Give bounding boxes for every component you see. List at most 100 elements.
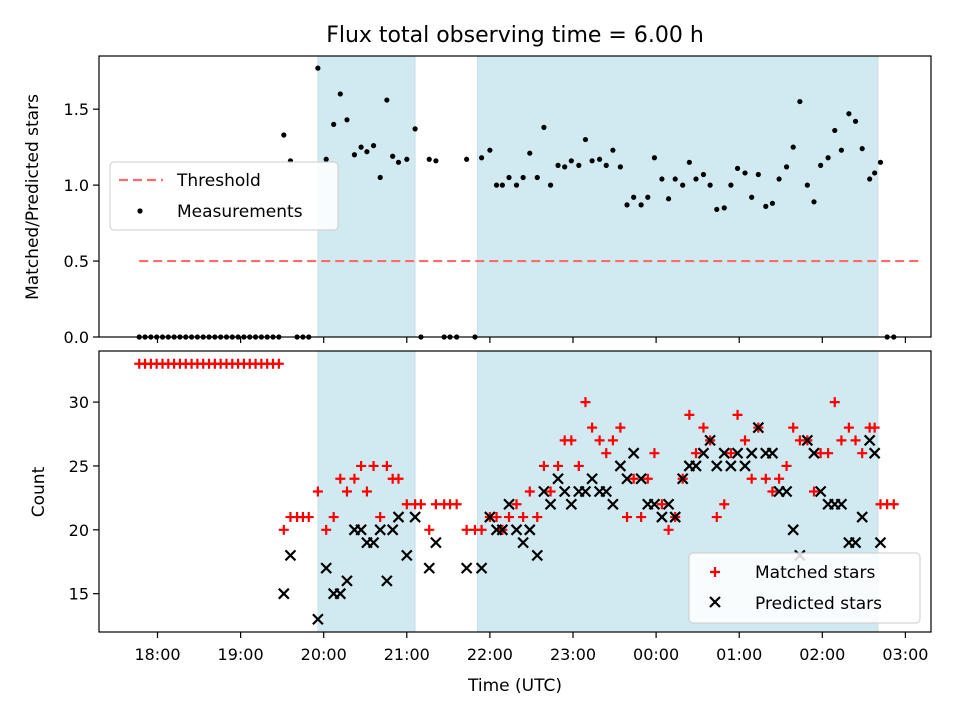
measurement-point [659, 176, 665, 182]
matched-star-point [573, 460, 584, 471]
measurement-point [384, 97, 390, 103]
predicted-star-point [690, 460, 702, 472]
predicted-star-point [621, 472, 633, 485]
predicted-star-point [849, 536, 862, 549]
measurement-point [610, 147, 616, 153]
predicted-star-point [386, 524, 399, 536]
predicted-star-point [635, 472, 647, 485]
predicted-star-point [662, 498, 675, 511]
y-tick-label: 25 [69, 457, 89, 476]
panel-count: 15 20 25 30 18:00 19:00 20:00 21:00 22:00 23:00 00… [69, 350, 932, 664]
measurement-point [404, 156, 410, 162]
matched-star-point [538, 460, 549, 471]
matched-star-point [381, 460, 392, 471]
matched-star-point [829, 397, 840, 408]
matched-star-point [356, 460, 367, 471]
predicted-star-point [517, 536, 529, 549]
measurement-point [344, 117, 350, 123]
measurement-point [769, 200, 776, 206]
matched-star-point [451, 499, 462, 510]
measurement-point [825, 155, 831, 161]
y-tick-label: 20 [69, 521, 89, 540]
predicted-star-point [544, 498, 557, 511]
y-tick-label: 1.5 [64, 100, 89, 119]
predicted-star-point [503, 498, 515, 511]
measurement-point [582, 136, 589, 143]
predicted-star-point [496, 524, 509, 536]
measurement-point [755, 171, 761, 178]
measurement-point [638, 202, 644, 208]
y-tick-label: 0.5 [64, 252, 89, 271]
x-tick-label: 19:00 [218, 645, 264, 664]
predicted-star-point [814, 485, 827, 498]
measurement-point [665, 196, 672, 202]
measurement-point [568, 158, 574, 164]
matched-star-point [349, 473, 360, 484]
matched-star-point [335, 473, 346, 484]
predicted-star-point [868, 447, 881, 459]
predicted-star-point [704, 434, 716, 447]
measurement-point [631, 194, 637, 200]
predicted-star-point [586, 472, 598, 485]
matched-star-point [607, 435, 618, 446]
matched-star-point [476, 524, 487, 535]
predicted-star-point [374, 524, 386, 536]
predicted-star-point [710, 460, 723, 472]
measurement-point [364, 149, 370, 155]
matched-star-point [518, 512, 529, 523]
measurement-point [370, 143, 377, 149]
matched-star-point [553, 460, 564, 471]
x-axis-label: Time (UTC) [467, 676, 562, 696]
measurement-point [838, 147, 845, 153]
plot-frame [98, 350, 932, 633]
predicted-star-point [718, 447, 731, 459]
measurement-point [426, 156, 432, 162]
matched-star-point [532, 512, 543, 523]
matched-star-point [524, 486, 535, 497]
matched-star-point [774, 473, 785, 484]
x-tick-label: 22:00 [467, 645, 513, 664]
predicted-star-point [475, 562, 488, 574]
matched-star-point [622, 512, 633, 523]
panel-ratio: 0.0 0.5 1.0 1.5 Threshold Measurements [64, 55, 932, 347]
legend-box [688, 552, 921, 624]
predicted-star-point [856, 511, 868, 523]
predicted-star-point [320, 562, 332, 574]
matched-star-point [601, 448, 612, 459]
predicted-star-point [766, 447, 779, 459]
legend-measurement-swatch [137, 208, 143, 214]
predicted-star-point [669, 511, 681, 523]
measurement-point [852, 118, 859, 124]
measurement-point [651, 155, 658, 161]
legend-count: Matched stars Predicted stars [688, 552, 921, 624]
measurement-point [804, 182, 810, 188]
predicted-star-point [725, 460, 737, 472]
legend-measurement-label: Measurements [177, 202, 303, 222]
x-tick-label: 00:00 [633, 645, 679, 664]
matched-star-point [511, 499, 522, 510]
legend-ratio: Threshold Measurements [109, 161, 339, 231]
matched-star-point [580, 397, 591, 408]
predicted-star-point [392, 511, 405, 523]
measurement-point [846, 111, 852, 117]
measurement-point [520, 174, 526, 181]
measurement-point [728, 182, 734, 188]
chart-title: Flux total observing time = 6.00 h [326, 23, 704, 48]
measurement-point [499, 182, 505, 188]
predicted-star-point [552, 472, 564, 485]
predicted-star-point [808, 447, 820, 459]
predicted-star-point [648, 498, 661, 511]
matched-star-point [781, 460, 792, 471]
matched-star-point [375, 512, 386, 523]
predicted-star-point [874, 536, 887, 549]
matched-star-point [312, 486, 323, 497]
measurement-point [693, 176, 699, 182]
measurement-point [377, 174, 383, 181]
measurement-point [603, 162, 609, 168]
measurement-point [721, 205, 727, 211]
matched-star-point [690, 448, 701, 459]
predicted-star-point [731, 447, 744, 459]
measurement-point [589, 158, 595, 164]
measurement-point [478, 155, 485, 161]
